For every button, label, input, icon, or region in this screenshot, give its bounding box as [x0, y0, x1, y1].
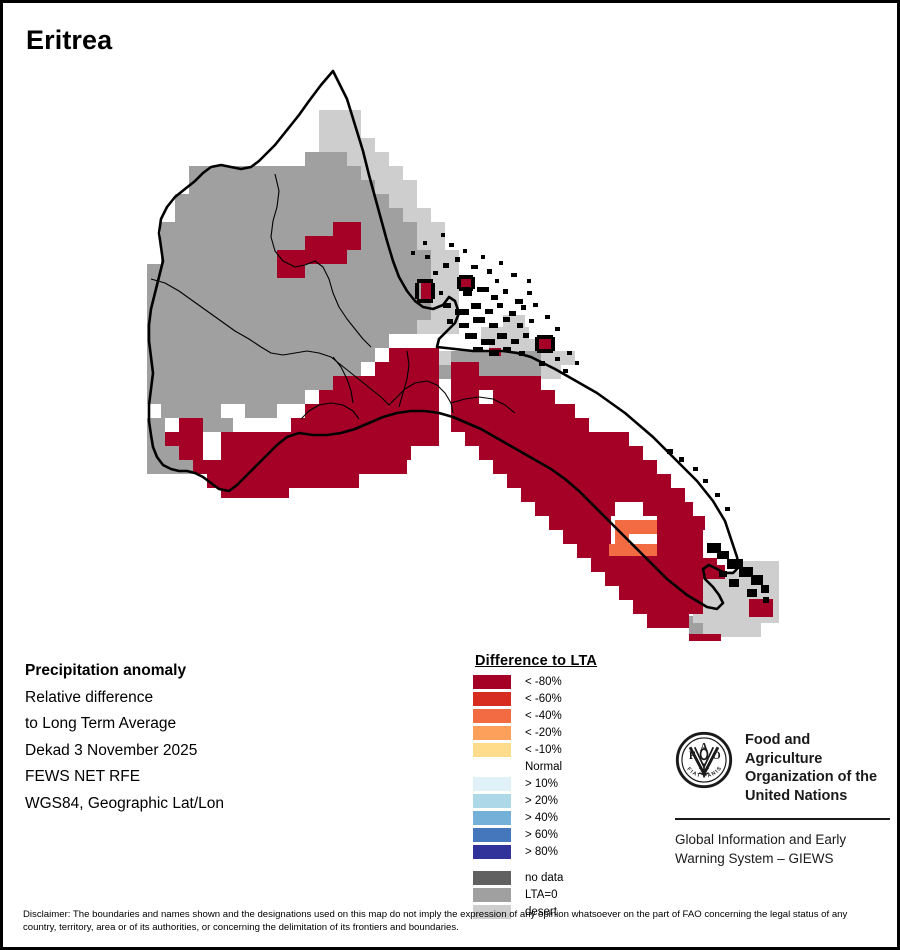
legend-label-gt-10: > 10%	[525, 777, 558, 790]
raster-moderate-deficit	[609, 520, 657, 556]
legend-label-lt-10: < -10%	[525, 743, 562, 756]
fao-name-line-3: United Nations	[745, 787, 848, 804]
caption-line-title: Precipitation anomaly	[25, 662, 187, 679]
caption-line-lta: to Long Term Average	[25, 715, 177, 732]
legend-item-no-data: no data	[473, 869, 673, 886]
giews-unit-name: Global Information and Early Warning Sys…	[675, 830, 890, 868]
legend-title: Difference to LTA	[475, 653, 598, 669]
legend-label-no-data: no data	[525, 871, 564, 884]
fao-divider	[675, 818, 890, 820]
map-graphic	[3, 51, 897, 641]
legend-swatch-lt-40	[473, 708, 511, 723]
legend-swatch-gt-20	[473, 793, 511, 808]
legend-label-lt-40: < -40%	[525, 709, 562, 722]
legend-label-gt-80: > 80%	[525, 845, 558, 858]
southeast-coast-speckle	[667, 449, 769, 603]
legend-item-lt-60: < -60%	[473, 690, 673, 707]
national-boundary	[147, 69, 741, 611]
legend-swatch-gt-60	[473, 827, 511, 842]
page-title: Eritrea	[26, 25, 113, 55]
disclaimer-text: Disclaimer: The boundaries and names sho…	[23, 909, 848, 933]
legend-item-lt-40: < -40%	[473, 707, 673, 724]
legend-item-lt-20: < -20%	[473, 724, 673, 741]
legend-swatch-gt-40	[473, 810, 511, 825]
svg-text:A: A	[700, 742, 708, 754]
legend-label-lt-60: < -60%	[525, 692, 562, 705]
legend-swatch-lt-10	[473, 742, 511, 757]
legend-swatch-lta-zero	[473, 887, 511, 902]
caption-block: Precipitation anomaly Relative differenc…	[25, 658, 224, 817]
giews-line-1: Global Information and Early	[675, 832, 847, 847]
legend-swatch-gt-80	[473, 844, 511, 859]
fao-header: F A O FIAT PANIS Food and Agriculture Or…	[675, 731, 890, 805]
legend-item-gt-40: > 40%	[473, 809, 673, 826]
legend-swatch-desert	[473, 904, 511, 919]
legend-swatch-normal	[473, 760, 511, 774]
legend-swatch-lt-80	[473, 674, 511, 689]
legend-item-gt-10: > 10%	[473, 775, 673, 792]
legend-item-lta-zero: LTA=0	[473, 886, 673, 903]
fao-logo-icon: F A O FIAT PANIS	[675, 731, 733, 789]
legend-label-gt-20: > 20%	[525, 794, 558, 807]
legend-item-lt-80: < -80%	[473, 673, 673, 690]
legend-item-gt-20: > 20%	[473, 792, 673, 809]
legend-swatch-lt-60	[473, 691, 511, 706]
giews-line-2: Warning System – GIEWS	[675, 851, 834, 866]
legend-label-lta-zero: LTA=0	[525, 888, 558, 901]
fao-name-line-1: Food and Agriculture	[745, 732, 823, 767]
legend-item-lt-10: < -10%	[473, 741, 673, 758]
legend-label-desert: desert	[525, 905, 557, 918]
fao-branding: F A O FIAT PANIS Food and Agriculture Or…	[675, 731, 890, 868]
dahlak-archipelago	[411, 233, 579, 373]
caption-line-projection: WGS84, Geographic Lat/Lon	[25, 794, 225, 812]
legend-label-lt-20: < -20%	[525, 726, 562, 739]
legend-item-normal: Normal	[473, 758, 673, 775]
svg-text:O: O	[712, 750, 721, 762]
legend-label-gt-60: > 60%	[525, 828, 558, 841]
fao-name-line-2: Organization of the	[745, 769, 878, 785]
legend-label-lt-80: < -80%	[525, 675, 562, 688]
legend-label-gt-40: > 40%	[525, 811, 558, 824]
legend-item-desert: desert	[473, 903, 673, 920]
legend-swatch-no-data	[473, 870, 511, 885]
legend-spacer	[473, 860, 673, 869]
fao-organization-name: Food and Agriculture Organization of the…	[745, 731, 890, 805]
legend-item-gt-60: > 60%	[473, 826, 673, 843]
legend-item-gt-80: > 80%	[473, 843, 673, 860]
admin-boundaries	[150, 173, 516, 420]
legend-swatch-gt-10	[473, 776, 511, 791]
legend-swatch-lt-20	[473, 725, 511, 740]
svg-text:F: F	[689, 750, 696, 762]
caption-line-relative: Relative difference	[25, 688, 154, 706]
legend: Difference to LTA < -80% < -60% < -40% <…	[473, 653, 673, 920]
caption-line-dekad: Dekad 3 November 2025	[25, 741, 198, 759]
legend-label-normal: Normal	[525, 760, 563, 773]
caption-line-source: FEWS NET RFE	[25, 768, 141, 785]
